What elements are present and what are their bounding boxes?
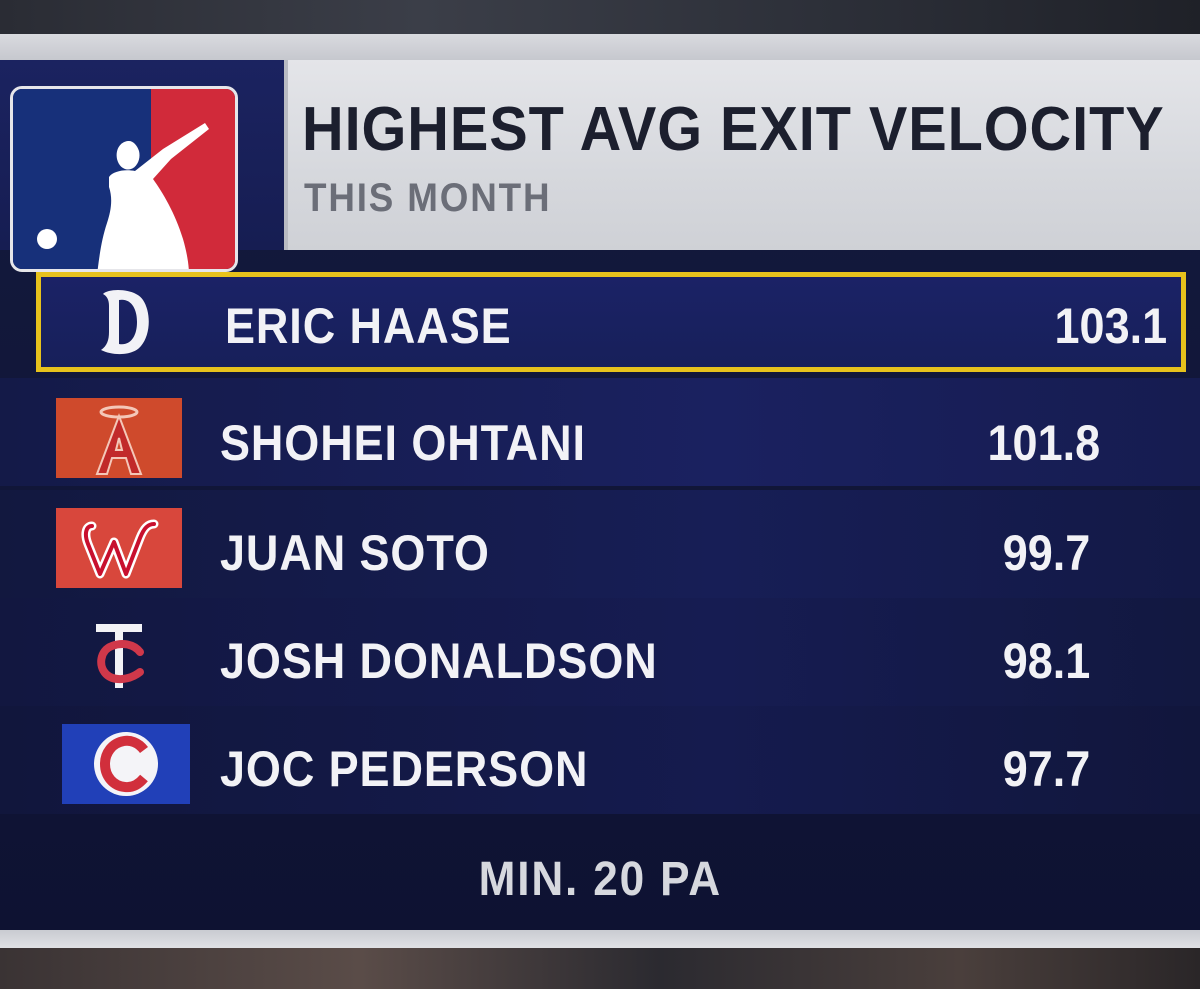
twins-tc-icon bbox=[56, 616, 182, 696]
exit-velocity-value: 103.1 bbox=[1054, 298, 1167, 354]
leaderboard-subtitle: THIS MONTH bbox=[304, 176, 552, 220]
player-name: SHOHEI OHTANI bbox=[220, 415, 586, 471]
exit-velocity-value: 97.7 bbox=[1002, 741, 1090, 797]
row-band bbox=[0, 378, 1200, 486]
player-name: JOSH DONALDSON bbox=[220, 633, 658, 689]
background-top bbox=[0, 0, 1200, 40]
logo-panel bbox=[0, 60, 284, 272]
graphic-frame-top bbox=[0, 34, 1200, 60]
leaderboard-title: HIGHEST AVG EXIT VELOCITY bbox=[302, 95, 1165, 164]
player-name: JUAN SOTO bbox=[220, 525, 490, 581]
exit-velocity-value: 98.1 bbox=[1002, 633, 1090, 689]
leader-row-3: JUAN SOTO 99.7 bbox=[36, 502, 1186, 602]
leader-row-2: SHOHEI OHTANI 101.8 bbox=[36, 392, 1186, 492]
row-band bbox=[0, 490, 1200, 598]
nationals-w-icon bbox=[56, 508, 182, 588]
angels-a-icon bbox=[56, 398, 182, 478]
leader-row-4: JOSH DONALDSON 98.1 bbox=[36, 610, 1186, 710]
leader-row-1: ERIC HAASE 103.1 bbox=[36, 272, 1186, 372]
row-band bbox=[0, 598, 1200, 706]
player-name: JOC PEDERSON bbox=[220, 741, 589, 797]
row-band bbox=[0, 706, 1200, 814]
tigers-d-icon bbox=[61, 282, 187, 362]
footnote-text: MIN. 20 PA bbox=[478, 853, 722, 906]
footnote: MIN. 20 PA bbox=[0, 852, 1200, 907]
cubs-c-icon bbox=[62, 724, 190, 804]
leaderboard-header: HIGHEST AVG EXIT VELOCITY THIS MONTH bbox=[0, 60, 1200, 272]
exit-velocity-value: 99.7 bbox=[1002, 525, 1090, 581]
exit-velocity-value: 101.8 bbox=[987, 415, 1100, 471]
background-bottom bbox=[0, 948, 1200, 989]
graphic-frame-bottom bbox=[0, 930, 1200, 950]
title-panel: HIGHEST AVG EXIT VELOCITY THIS MONTH bbox=[284, 60, 1200, 250]
leader-row-5: JOC PEDERSON 97.7 bbox=[36, 718, 1186, 818]
player-name: ERIC HAASE bbox=[225, 298, 512, 354]
mlb-logo-icon bbox=[10, 86, 238, 272]
